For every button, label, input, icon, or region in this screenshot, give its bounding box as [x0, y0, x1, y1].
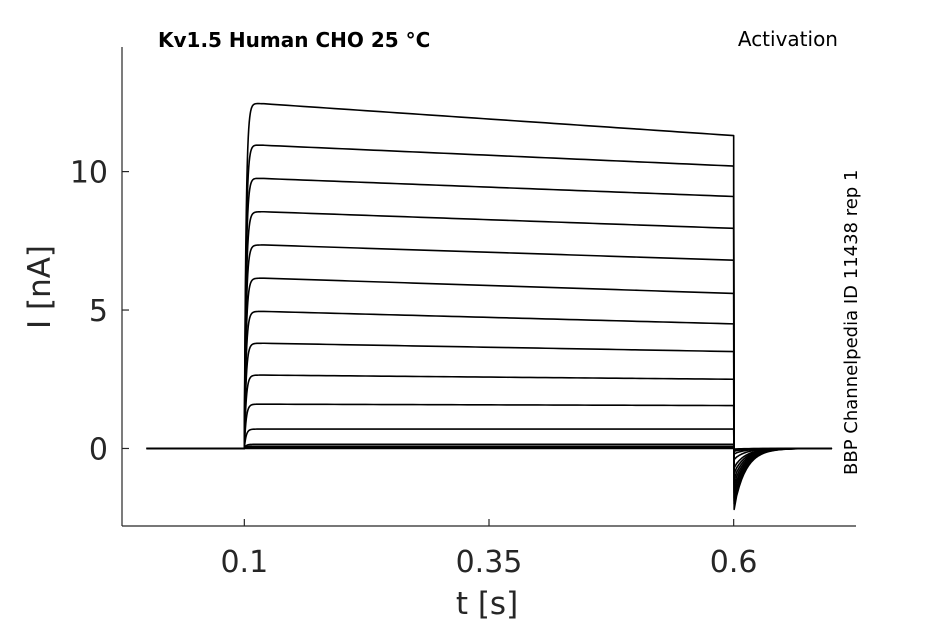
x-axis-title: t [s]	[456, 586, 518, 622]
x-tick-label: 0.1	[220, 545, 268, 580]
current-trace-8	[146, 342, 833, 480]
chart-title: Kv1.5 Human CHO 25 °C	[158, 28, 430, 52]
y-ticks: 0 5 10	[70, 156, 129, 467]
current-trace-15	[146, 102, 833, 511]
y-tick-label: 5	[89, 294, 108, 329]
current-trace-11	[146, 244, 833, 494]
y-tick-label: 0	[89, 432, 108, 467]
x-tick-label: 0.6	[710, 545, 758, 580]
current-trace-1	[146, 447, 833, 450]
current-trace-10	[146, 277, 833, 491]
x-ticks: 0.1 0.35 0.6	[220, 519, 758, 580]
x-tick-label: 0.35	[456, 545, 523, 580]
traces	[146, 102, 833, 511]
y-tick-label: 10	[70, 156, 108, 191]
current-trace-6	[146, 403, 833, 469]
current-trace-9	[146, 310, 833, 486]
protocol-label: Activation	[738, 27, 838, 51]
current-trace-7	[146, 374, 833, 475]
y-axis-title: I [nA]	[22, 245, 58, 329]
channelpedia-id-label: BBP Channelpedia ID 11438 rep 1	[841, 170, 862, 475]
